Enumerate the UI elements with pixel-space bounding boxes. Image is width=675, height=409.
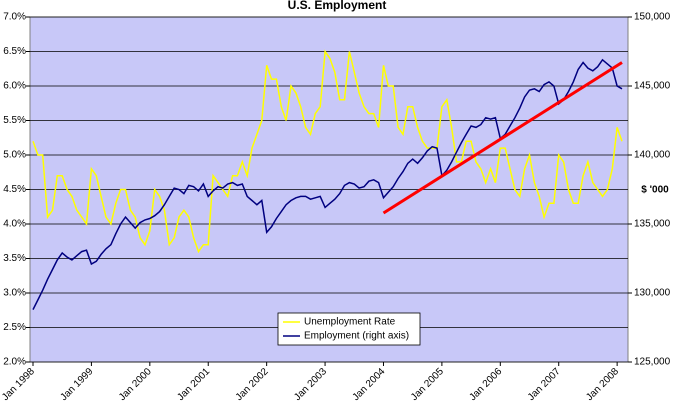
x-tick-label: Jan 1998 xyxy=(0,366,37,403)
y-tick-label: 5.5% xyxy=(3,115,26,126)
y-tick-label: 3.0% xyxy=(3,288,26,299)
y2-axis-label: $ '000 xyxy=(641,185,669,196)
x-tick-label: Jan 2005 xyxy=(409,366,446,403)
x-tick-label: Jan 2004 xyxy=(351,366,388,403)
y-tick-label: 4.5% xyxy=(3,184,26,195)
y2-tick-label: 145,000 xyxy=(634,81,671,92)
y2-tick-label: 150,000 xyxy=(634,12,671,23)
x-tick-label: Jan 2000 xyxy=(117,366,154,403)
x-tick-label: Jan 2008 xyxy=(584,366,621,403)
legend-label: Employment (right axis) xyxy=(304,331,409,342)
x-tick-label: Jan 2003 xyxy=(292,366,329,403)
y-tick-label: 7.0% xyxy=(3,12,26,23)
y-tick-label: 4.0% xyxy=(3,219,26,230)
chart-title: U.S. Employment xyxy=(288,0,387,12)
y2-tick-label: 140,000 xyxy=(634,150,671,161)
y2-tick-label: 125,000 xyxy=(634,357,671,368)
x-tick-label: Jan 2007 xyxy=(526,366,563,403)
y-tick-label: 6.5% xyxy=(3,46,26,57)
series-line xyxy=(32,49,623,254)
x-tick-label: Jan 2002 xyxy=(234,366,271,403)
y2-tick-label: 135,000 xyxy=(634,219,671,230)
y-tick-label: 5.0% xyxy=(3,150,26,161)
x-tick-label: Jan 2006 xyxy=(467,366,504,403)
y-tick-label: 2.5% xyxy=(3,322,26,333)
legend-label: Unemployment Rate xyxy=(304,317,396,328)
legend-box xyxy=(277,312,421,346)
y-tick-label: 2.0% xyxy=(3,357,26,368)
x-tick-label: Jan 1999 xyxy=(59,366,96,403)
y-tick-label: 6.0% xyxy=(3,81,26,92)
trend-line xyxy=(382,61,623,215)
series-line xyxy=(32,58,623,310)
y2-tick-label: 130,000 xyxy=(634,288,671,299)
x-tick-label: Jan 2001 xyxy=(175,366,212,403)
y-tick-label: 3.5% xyxy=(3,253,26,264)
